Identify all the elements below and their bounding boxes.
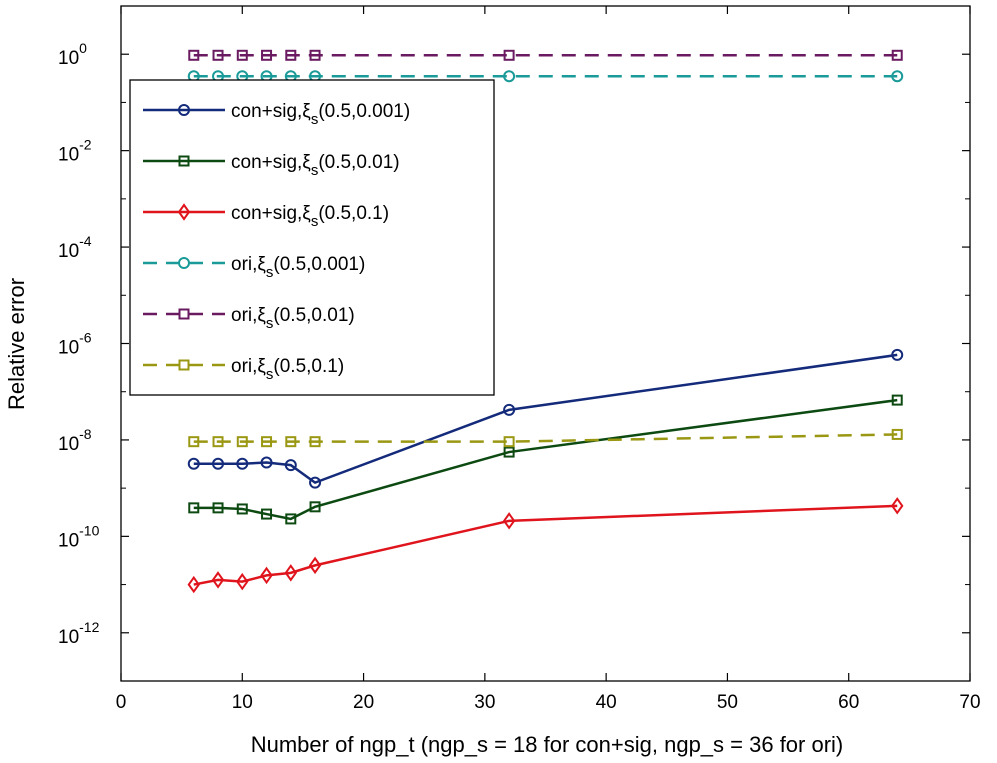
data-point <box>285 513 297 525</box>
data-point <box>236 436 248 448</box>
series-layer <box>187 49 904 594</box>
data-point <box>503 436 515 448</box>
y-tick-label: 10-4 <box>58 233 92 262</box>
legend-label: con+sig,ξs(0.5,0.001) <box>231 101 410 128</box>
data-point <box>187 575 201 594</box>
data-point <box>503 49 515 61</box>
data-point <box>212 502 224 514</box>
data-point <box>891 70 904 83</box>
y-tick-label: 100 <box>58 40 87 69</box>
data-point <box>284 564 298 582</box>
data-point <box>188 502 200 514</box>
x-tick-label: 40 <box>596 692 617 713</box>
data-point <box>260 566 273 585</box>
y-tick-label: 10-12 <box>58 619 100 648</box>
data-point <box>309 436 321 448</box>
legend-label: ori,ξs(0.5,0.001) <box>231 254 365 281</box>
data-point <box>285 49 297 61</box>
tick-layer: 0 10 20 30 40 50 60 70 100 10-2 10-4 10-6 10-8 10-10 1… <box>58 5 981 713</box>
legend-swatch-marker <box>178 308 190 320</box>
x-tick-label: 70 <box>959 692 980 713</box>
data-point <box>236 572 249 591</box>
data-point <box>891 49 903 61</box>
y-tick-label: 10-2 <box>58 137 92 166</box>
y-tick-label: 10-8 <box>58 426 92 455</box>
data-point <box>212 457 225 470</box>
legend: con+sig,ξs(0.5,0.001) con+sig,ξs(0.5,0.01… <box>129 79 495 396</box>
data-point <box>261 436 273 448</box>
legend-label: con+sig,ξs(0.5,0.1) <box>231 203 389 230</box>
y-tick-label: 10-10 <box>58 522 100 551</box>
legend-label: ori,ξs(0.5,0.01) <box>231 305 355 332</box>
data-point <box>212 49 224 61</box>
x-tick-label: 10 <box>232 692 253 713</box>
data-point <box>285 436 297 448</box>
legend-swatch-marker <box>178 104 190 116</box>
data-point <box>309 476 322 489</box>
x-axis-label: Number of ngp_t (ngp_s = 18 for con+sig,… <box>251 732 844 757</box>
series-con+sig-(0.5,0.1) <box>187 497 904 594</box>
data-point <box>211 571 225 589</box>
series-ori-(0.5,0.1) <box>188 428 903 448</box>
data-point <box>308 556 322 575</box>
data-point <box>261 49 273 61</box>
data-point <box>502 512 516 530</box>
data-point <box>309 501 321 513</box>
x-tick-label: 50 <box>717 692 738 713</box>
series-con+sig-(0.5,0.01) <box>188 394 903 525</box>
data-point <box>503 70 516 83</box>
series-ori-(0.5,0.01) <box>188 49 903 61</box>
legend-swatch-marker <box>178 155 190 167</box>
data-point <box>188 436 200 448</box>
legend-swatch-marker <box>177 203 191 221</box>
series-con+sig-(0.5,0.001) <box>187 348 904 489</box>
data-point <box>891 348 904 361</box>
legend-box <box>129 79 495 396</box>
legend-swatch-marker <box>178 257 190 269</box>
data-point <box>188 49 200 61</box>
data-point <box>236 503 248 515</box>
data-point <box>890 497 904 515</box>
x-tick-label: 20 <box>353 692 374 713</box>
x-tick-label: 60 <box>838 692 859 713</box>
legend-label: ori,ξs(0.5,0.1) <box>231 356 344 383</box>
data-point <box>212 436 224 448</box>
data-point <box>503 403 516 416</box>
data-point <box>503 446 515 458</box>
data-point <box>284 459 297 472</box>
data-point <box>187 457 200 470</box>
y-axis-label: Relative error <box>4 278 29 410</box>
data-point <box>309 49 321 61</box>
y-tick-label: 10-6 <box>58 330 92 359</box>
data-point <box>891 394 903 406</box>
data-point <box>236 457 249 470</box>
data-point <box>261 508 273 520</box>
x-tick-label: 0 <box>116 692 127 713</box>
data-point <box>891 428 903 440</box>
data-point <box>236 49 248 61</box>
legend-swatch-marker <box>178 359 190 371</box>
data-point <box>260 456 273 469</box>
x-tick-label: 30 <box>474 692 495 713</box>
legend-label: con+sig,ξs(0.5,0.01) <box>231 152 400 179</box>
